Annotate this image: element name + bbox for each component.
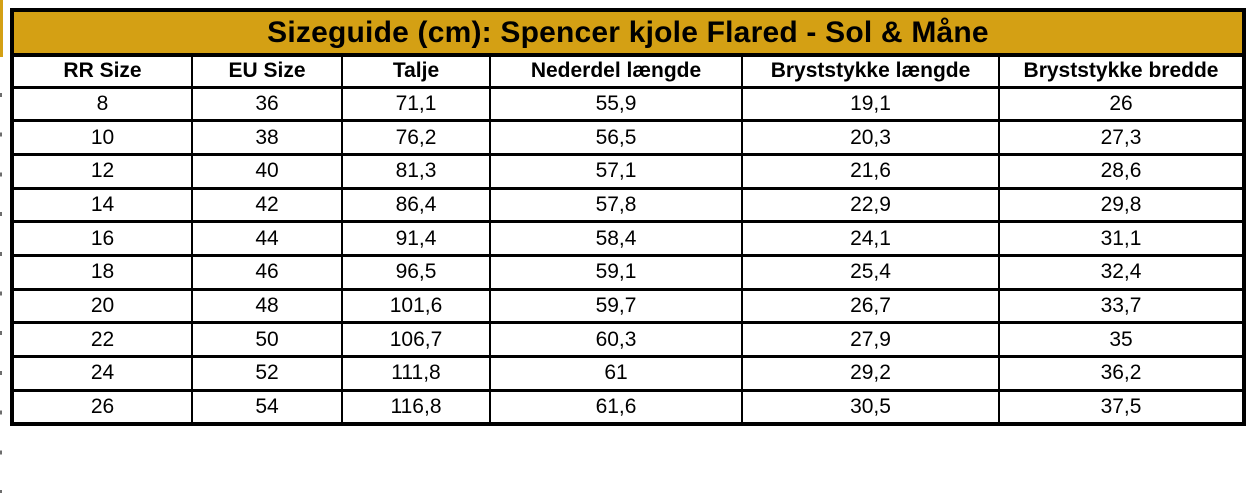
table-cell: 56,5 bbox=[489, 119, 743, 156]
table-cell: 22,9 bbox=[741, 186, 1000, 224]
table-cell: 61,6 bbox=[489, 388, 743, 426]
table-cell: 10 bbox=[11, 119, 193, 156]
table-cell: 59,1 bbox=[489, 253, 743, 291]
table-title: Sizeguide (cm): Spencer kjole Flared - S… bbox=[11, 8, 1245, 57]
table-cell: 36,2 bbox=[998, 355, 1245, 392]
col-header-talje: Talje bbox=[341, 53, 491, 89]
table-row: 22 50 106,7 60,3 27,9 35 bbox=[11, 321, 1245, 358]
table-cell: 26,7 bbox=[741, 287, 1000, 325]
table-cell: 19,1 bbox=[741, 85, 1000, 123]
table-cell: 58,4 bbox=[489, 220, 743, 257]
left-edge-gold-sliver bbox=[0, 0, 3, 57]
table-cell: 36 bbox=[191, 85, 343, 123]
table-cell: 20,3 bbox=[741, 119, 1000, 156]
table-cell: 28,6 bbox=[998, 152, 1245, 190]
table-cell: 21,6 bbox=[741, 152, 1000, 190]
table-cell: 18 bbox=[11, 253, 193, 291]
table-cell: 59,7 bbox=[489, 287, 743, 325]
table-cell: 35 bbox=[998, 321, 1245, 358]
table-cell: 54 bbox=[191, 388, 343, 426]
table-cell: 81,3 bbox=[341, 152, 491, 190]
table-row: 26 54 116,8 61,6 30,5 37,5 bbox=[11, 388, 1245, 426]
table-cell: 71,1 bbox=[341, 85, 491, 123]
table-cell: 50 bbox=[191, 321, 343, 358]
col-header-eu-size: EU Size bbox=[191, 53, 343, 89]
table-cell: 116,8 bbox=[341, 388, 491, 426]
table-cell: 26 bbox=[11, 388, 193, 426]
table-cell: 106,7 bbox=[341, 321, 491, 358]
left-edge-row-ticks bbox=[0, 93, 2, 493]
table-cell: 57,8 bbox=[489, 186, 743, 224]
table-cell: 91,4 bbox=[341, 220, 491, 257]
table-cell: 48 bbox=[191, 287, 343, 325]
table-cell: 20 bbox=[11, 287, 193, 325]
col-header-nederdel-laengde: Nederdel længde bbox=[489, 53, 743, 89]
table-cell: 24,1 bbox=[741, 220, 1000, 257]
table-cell: 38 bbox=[191, 119, 343, 156]
table-cell: 96,5 bbox=[341, 253, 491, 291]
table-cell: 12 bbox=[11, 152, 193, 190]
table-row: 24 52 111,8 61 29,2 36,2 bbox=[11, 355, 1245, 392]
table-cell: 101,6 bbox=[341, 287, 491, 325]
table-cell: 22 bbox=[11, 321, 193, 358]
table-row: 20 48 101,6 59,7 26,7 33,7 bbox=[11, 287, 1245, 325]
table-row: 18 46 96,5 59,1 25,4 32,4 bbox=[11, 253, 1245, 291]
table-cell: 52 bbox=[191, 355, 343, 392]
table-cell: 40 bbox=[191, 152, 343, 190]
table-row: 8 36 71,1 55,9 19,1 26 bbox=[11, 85, 1245, 123]
column-header-row: RR Size EU Size Talje Nederdel længde Br… bbox=[11, 53, 1245, 89]
table-cell: 32,4 bbox=[998, 253, 1245, 291]
table-cell: 27,3 bbox=[998, 119, 1245, 156]
col-header-bryststykke-laengde: Bryststykke længde bbox=[741, 53, 1000, 89]
table-cell: 25,4 bbox=[741, 253, 1000, 291]
table-cell: 33,7 bbox=[998, 287, 1245, 325]
table-cell: 86,4 bbox=[341, 186, 491, 224]
table-cell: 29,8 bbox=[998, 186, 1245, 224]
table-cell: 24 bbox=[11, 355, 193, 392]
table-body: 8 36 71,1 55,9 19,1 26 10 38 76,2 56,5 20,3 27,3 12 4… bbox=[11, 85, 1245, 426]
table-cell: 76,2 bbox=[341, 119, 491, 156]
table-cell: 57,1 bbox=[489, 152, 743, 190]
table-cell: 31,1 bbox=[998, 220, 1245, 257]
col-header-bryststykke-bredde: Bryststykke bredde bbox=[998, 53, 1245, 89]
sizeguide-table: Sizeguide (cm): Spencer kjole Flared - S… bbox=[10, 8, 1246, 426]
table-cell: 55,9 bbox=[489, 85, 743, 123]
table-cell: 44 bbox=[191, 220, 343, 257]
table-cell: 46 bbox=[191, 253, 343, 291]
title-row: Sizeguide (cm): Spencer kjole Flared - S… bbox=[11, 8, 1245, 57]
table-row: 12 40 81,3 57,1 21,6 28,6 bbox=[11, 152, 1245, 190]
table-cell: 60,3 bbox=[489, 321, 743, 358]
table-cell: 8 bbox=[11, 85, 193, 123]
table-cell: 14 bbox=[11, 186, 193, 224]
table-cell: 37,5 bbox=[998, 388, 1245, 426]
col-header-rr-size: RR Size bbox=[11, 53, 193, 89]
table-cell: 30,5 bbox=[741, 388, 1000, 426]
table-row: 16 44 91,4 58,4 24,1 31,1 bbox=[11, 220, 1245, 257]
table-cell: 61 bbox=[489, 355, 743, 392]
table-cell: 16 bbox=[11, 220, 193, 257]
table-cell: 111,8 bbox=[341, 355, 491, 392]
table-row: 14 42 86,4 57,8 22,9 29,8 bbox=[11, 186, 1245, 224]
table-cell: 26 bbox=[998, 85, 1245, 123]
table-cell: 42 bbox=[191, 186, 343, 224]
table-row: 10 38 76,2 56,5 20,3 27,3 bbox=[11, 119, 1245, 156]
table-cell: 29,2 bbox=[741, 355, 1000, 392]
table-cell: 27,9 bbox=[741, 321, 1000, 358]
